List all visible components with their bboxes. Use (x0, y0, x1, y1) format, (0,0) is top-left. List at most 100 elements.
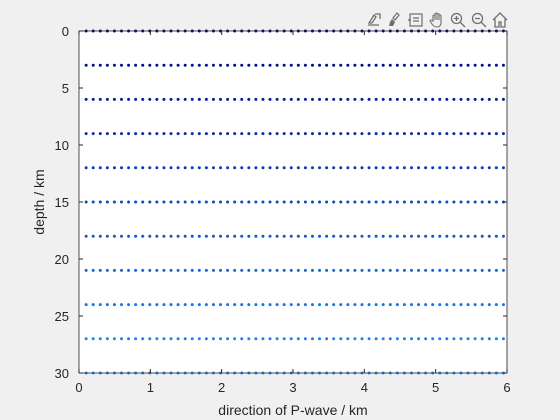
data-point (459, 268, 463, 272)
data-point (233, 132, 237, 136)
data-point (127, 166, 131, 170)
data-point (105, 132, 109, 136)
data-point (494, 166, 498, 170)
data-point (367, 63, 371, 67)
data-point (84, 200, 88, 204)
data-point (325, 268, 329, 272)
data-point (318, 200, 322, 204)
data-point (127, 132, 131, 136)
data-point (105, 63, 109, 67)
data-point (367, 97, 371, 101)
data-point (325, 303, 329, 307)
data-point (282, 132, 286, 136)
data-point (374, 303, 378, 307)
data-point (282, 303, 286, 307)
data-point (275, 337, 279, 341)
data-point (480, 337, 484, 341)
data-point (480, 268, 484, 272)
data-point (254, 268, 258, 272)
data-point (395, 63, 399, 67)
data-point (169, 200, 173, 204)
data-point (289, 97, 293, 101)
data-point (219, 63, 223, 67)
data-point (303, 268, 307, 272)
data-point (452, 200, 456, 204)
data-point (183, 97, 187, 101)
brush-icon[interactable] (385, 9, 404, 31)
data-point (473, 337, 477, 341)
data-point (417, 337, 421, 341)
data-point (233, 63, 237, 67)
data-point (346, 268, 350, 272)
data-point (360, 200, 364, 204)
data-point (247, 337, 251, 341)
data-point (395, 303, 399, 307)
data-point (282, 97, 286, 101)
data-point (501, 337, 505, 341)
data-point (473, 234, 477, 238)
data-point (190, 200, 194, 204)
data-point (148, 234, 152, 238)
data-point (325, 97, 329, 101)
data-point (445, 63, 449, 67)
data-point (98, 234, 102, 238)
data-point (473, 303, 477, 307)
data-point (417, 132, 421, 136)
data-point (261, 97, 265, 101)
data-point (141, 132, 145, 136)
data-point (240, 200, 244, 204)
data-point (155, 200, 159, 204)
data-point (289, 200, 293, 204)
zoom-in-icon[interactable] (448, 9, 467, 31)
data-point (360, 337, 364, 341)
data-point (261, 200, 265, 204)
data-point (91, 97, 95, 101)
data-point (261, 132, 265, 136)
data-point (431, 337, 435, 341)
data-point (91, 63, 95, 67)
data-point (169, 97, 173, 101)
data-point (197, 234, 201, 238)
data-point (452, 63, 456, 67)
pan-icon[interactable] (427, 9, 446, 31)
y-tick-label: 30 (55, 366, 69, 381)
data-point (381, 268, 385, 272)
data-point (197, 303, 201, 307)
data-point (268, 166, 272, 170)
x-axis: 0 1 2 3 4 5 6 (75, 31, 511, 395)
data-point (424, 234, 428, 238)
data-point (339, 132, 343, 136)
data-point (98, 166, 102, 170)
data-point (226, 268, 230, 272)
data-point (325, 166, 329, 170)
data-point (438, 63, 442, 67)
data-point (162, 200, 166, 204)
home-icon[interactable] (490, 9, 509, 31)
data-point (275, 97, 279, 101)
data-point (459, 200, 463, 204)
datatip-icon[interactable] (406, 9, 425, 31)
data-point (247, 166, 251, 170)
data-point (360, 268, 364, 272)
data-point (141, 337, 145, 341)
data-point (289, 132, 293, 136)
data-point (112, 234, 116, 238)
data-point (127, 337, 131, 341)
data-point (296, 97, 300, 101)
data-point (155, 132, 159, 136)
data-point (91, 200, 95, 204)
data-point (438, 97, 442, 101)
data-point (134, 200, 138, 204)
x-axis-label: direction of P-wave / km (218, 402, 367, 418)
data-point (183, 234, 187, 238)
zoom-out-icon[interactable] (469, 9, 488, 31)
data-point (296, 337, 300, 341)
data-point (466, 268, 470, 272)
data-point (162, 97, 166, 101)
data-point (296, 268, 300, 272)
data-point (452, 268, 456, 272)
data-point (197, 200, 201, 204)
data-point (346, 132, 350, 136)
data-point (240, 166, 244, 170)
export-icon[interactable] (364, 9, 383, 31)
